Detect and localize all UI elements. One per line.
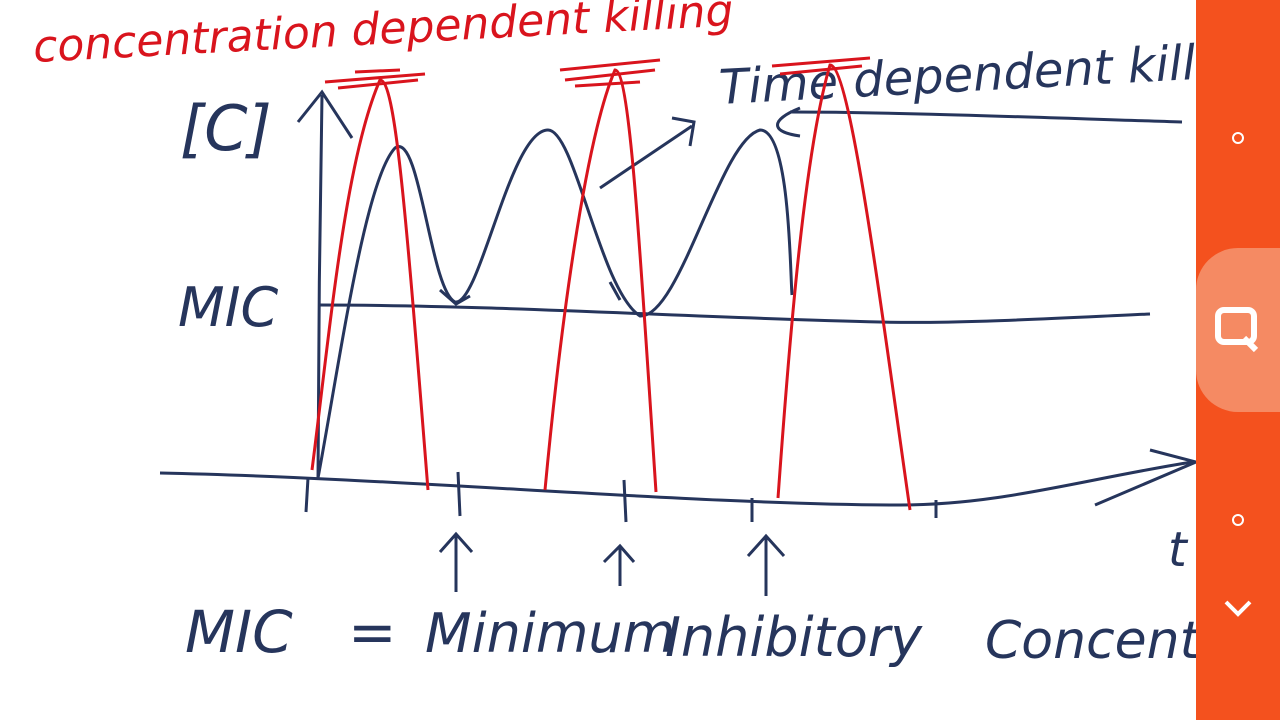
- red-peak-cap-2: [559, 58, 661, 88]
- up-arrow-3: [746, 533, 786, 596]
- time-ticks: [304, 471, 938, 523]
- red-spike-1: [310, 78, 430, 491]
- definition-word-1: Minimum: [425, 602, 675, 665]
- floating-sidebar: [1196, 0, 1280, 720]
- red-spike-3: [776, 63, 912, 511]
- pointer-arrow: [599, 116, 696, 190]
- red-spike-2: [543, 68, 658, 493]
- whiteboard-canvas: concentration dependent killing Time dep…: [31, 0, 1196, 671]
- collapse-button[interactable]: [1196, 588, 1280, 628]
- time-dependent-curve: [316, 128, 794, 479]
- above-mic-line: [789, 110, 1183, 124]
- x-axis-arrowhead: [1094, 448, 1196, 507]
- circle-dot-icon: [1232, 514, 1244, 526]
- mic-threshold-line: [317, 303, 1151, 324]
- up-arrow-2: [602, 543, 636, 586]
- search-button-highlight[interactable]: [1196, 248, 1280, 412]
- red-peak-cap-3: [771, 56, 871, 76]
- circle-dot-button-bottom[interactable]: [1196, 500, 1280, 540]
- y-axis-arrowhead: [296, 89, 354, 139]
- y-axis: [316, 94, 324, 481]
- bracket-mark: [776, 106, 801, 138]
- definition-abbr: MIC: [185, 598, 293, 666]
- whiteboard-drawing: concentration dependent killing Time dep…: [32, 0, 1196, 671]
- x-axis: [159, 460, 1193, 507]
- chevron-down-icon: [1224, 600, 1252, 617]
- circle-dot-icon: [1232, 132, 1244, 144]
- definition-equals: =: [348, 598, 397, 666]
- search-icon: [1215, 307, 1259, 353]
- trough-mark-2: [608, 281, 622, 301]
- up-arrow-1: [438, 531, 474, 592]
- circle-dot-button-top[interactable]: [1196, 118, 1280, 158]
- definition-word-2: Inhibitory: [665, 606, 923, 669]
- definition-word-3: Concentration: [985, 611, 1196, 671]
- mic-label: MIC: [178, 276, 279, 339]
- red-peak-cap-1: [324, 68, 426, 90]
- x-axis-label: t: [1168, 522, 1189, 578]
- y-axis-label: [C]: [180, 92, 272, 165]
- trough-mark-1: [439, 288, 471, 306]
